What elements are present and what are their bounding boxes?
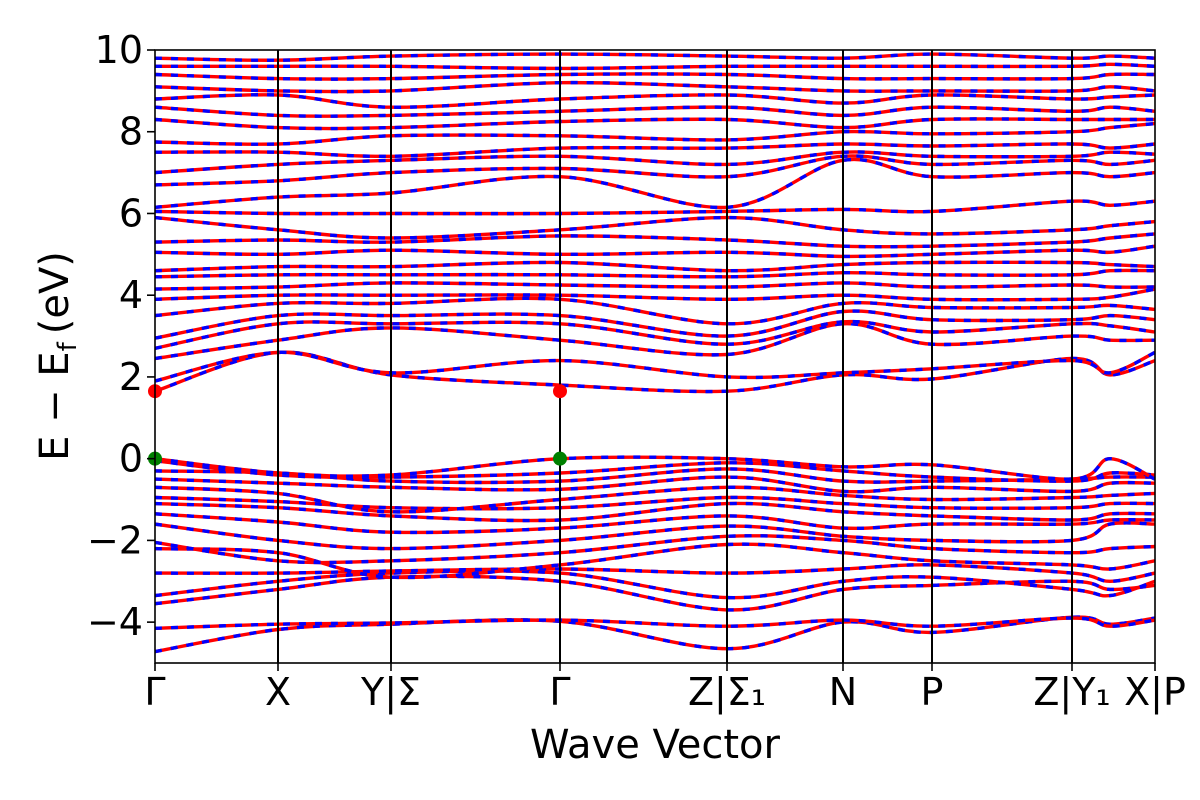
plot-frame <box>154 49 1156 664</box>
y-tick-label: 10 <box>95 28 143 72</box>
y-tick-label: 6 <box>119 191 143 235</box>
y-tick-label: 0 <box>119 437 143 481</box>
x-tick-label: Y|Σ <box>360 670 421 715</box>
y-axis-label: E − Ef (eV) <box>32 251 83 461</box>
x-axis-label: Wave Vector <box>530 722 781 768</box>
y-tick-label: −2 <box>87 518 143 562</box>
y-tick-label: 8 <box>119 110 143 154</box>
y-tick-label: 4 <box>119 273 143 317</box>
x-tick-label: Γ <box>144 670 165 714</box>
x-tick-label: Z|Y₁ <box>1033 670 1110 715</box>
cbm-marker <box>553 384 567 399</box>
x-axis-ticks: Γ X Y|Σ Γ Z|Σ₁ N P Z|Y₁ X|P <box>144 663 1186 715</box>
x-tick-label: X <box>265 670 291 714</box>
x-tick-label: X|P <box>1124 670 1186 715</box>
kpoint-divider-lines <box>277 50 1073 663</box>
y-tick-label: −4 <box>87 600 143 644</box>
x-tick-label: P <box>921 670 944 714</box>
y-axis-label-subscript: f <box>53 341 83 351</box>
vbm-marker <box>553 451 567 466</box>
y-axis-label-main: E − E <box>32 351 78 461</box>
y-axis-label-unit: (eV) <box>32 251 78 334</box>
x-tick-label: Γ <box>549 670 570 714</box>
x-tick-label: N <box>829 670 857 714</box>
y-tick-label: 2 <box>119 355 143 399</box>
y-axis-ticks: −4 −2 0 2 4 6 8 10 <box>87 28 155 644</box>
x-tick-label: Z|Σ₁ <box>688 670 766 715</box>
